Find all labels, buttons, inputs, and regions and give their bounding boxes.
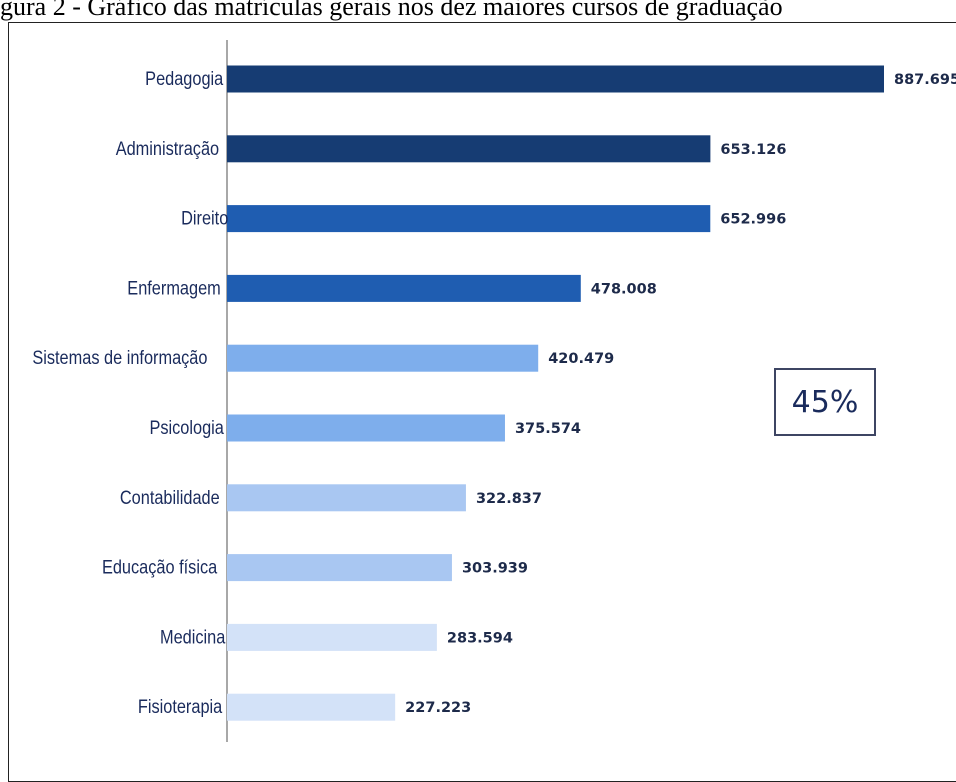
category-label: Fisioterapia <box>138 696 223 717</box>
category-label: Pedagogia <box>145 68 223 89</box>
value-label: 653.126 <box>720 142 786 158</box>
value-label: 652.996 <box>720 212 786 228</box>
bar-pedagogia <box>227 65 884 93</box>
category-label: Psicologia <box>149 417 224 438</box>
category-label: Contabilidade <box>120 487 220 508</box>
value-label: 322.837 <box>476 491 542 507</box>
value-label: 283.594 <box>447 630 513 646</box>
category-label: Educação física <box>102 556 217 577</box>
bars-layer: Pedagogia 887.695 Administração 653.126 Dire… <box>32 65 956 721</box>
value-label: 303.939 <box>462 561 528 577</box>
value-label: 887.695 <box>894 72 956 88</box>
bar-psicologia <box>227 414 505 442</box>
value-label: 227.223 <box>405 700 471 716</box>
category-label: Administração <box>116 138 220 159</box>
category-label: Medicina <box>160 626 225 647</box>
category-label: Direito <box>181 207 228 228</box>
bar-fisioterapia <box>227 693 396 721</box>
bar-enfermagem <box>227 274 581 302</box>
percentage-callout: 45% <box>774 368 876 436</box>
category-label: Enfermagem <box>127 277 220 298</box>
bar-educa-o-f-sica <box>227 554 452 582</box>
value-label: 420.479 <box>548 351 614 367</box>
category-label: Sistemas de informação <box>32 347 207 368</box>
figure-caption: gura 2 - Gráfico das matrículas gerais n… <box>0 0 783 21</box>
bar-administra-o <box>227 135 711 163</box>
value-label: 478.008 <box>591 281 657 297</box>
value-label: 375.574 <box>515 421 581 437</box>
bar-medicina <box>227 623 437 651</box>
bar-contabilidade <box>227 484 466 512</box>
bar-sistemas-de-informa-o <box>227 344 539 372</box>
bar-direito <box>227 205 711 233</box>
